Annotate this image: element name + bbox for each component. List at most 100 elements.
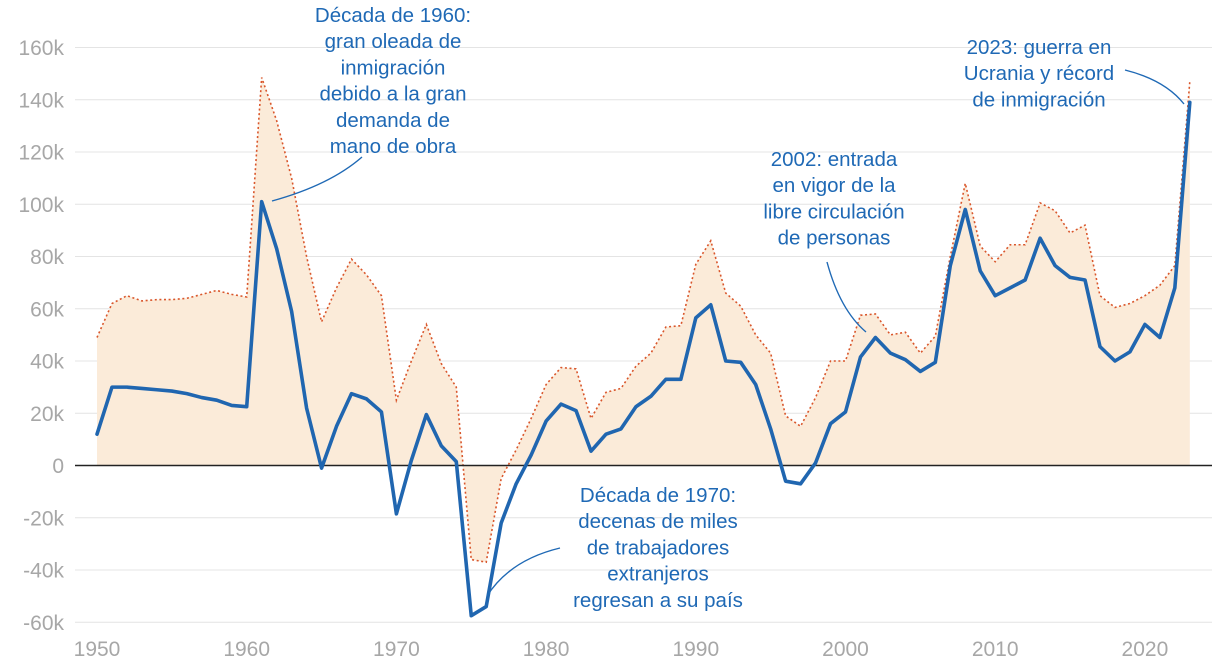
annotation-text-line: 2002: entrada bbox=[771, 148, 898, 171]
area-data-point bbox=[618, 385, 624, 391]
area-data-point bbox=[498, 476, 504, 482]
line-data-point bbox=[408, 457, 414, 463]
x-tick-label: 1980 bbox=[523, 638, 570, 661]
line-data-point bbox=[528, 452, 534, 458]
area-data-point bbox=[109, 301, 115, 307]
area-data-point bbox=[1022, 242, 1028, 248]
line-data-point bbox=[139, 385, 145, 391]
line-data-point bbox=[483, 604, 489, 610]
line-data-point bbox=[229, 402, 235, 408]
y-tick-label: 60k bbox=[30, 298, 64, 321]
annotation-text-line: demanda de bbox=[336, 109, 450, 132]
line-data-point bbox=[1172, 285, 1178, 291]
area-dotted-outline bbox=[96, 77, 1191, 564]
line-data-point bbox=[244, 404, 250, 410]
area-data-point bbox=[558, 365, 564, 371]
area-data-point bbox=[334, 285, 340, 291]
line-data-point bbox=[887, 350, 893, 356]
line-data-point bbox=[513, 481, 519, 487]
annotation-text-line: Ucrania y récord bbox=[964, 62, 1114, 85]
line-data-point bbox=[708, 302, 714, 308]
y-tick-label: 80k bbox=[30, 246, 64, 269]
line-data-point bbox=[109, 384, 115, 390]
line-data-point bbox=[154, 387, 160, 393]
line-data-point bbox=[962, 206, 968, 212]
area-data-point bbox=[573, 366, 579, 372]
line-data-point bbox=[1022, 277, 1028, 283]
x-tick-label: 1960 bbox=[223, 638, 270, 661]
line-data-point bbox=[738, 359, 744, 365]
x-tick-label: 2010 bbox=[972, 638, 1019, 661]
area-data-point bbox=[94, 334, 100, 340]
y-tick-label: 40k bbox=[30, 351, 64, 374]
line-data-point bbox=[977, 268, 983, 274]
area-data-point bbox=[184, 295, 190, 301]
line-data-point bbox=[334, 423, 340, 429]
area-data-point bbox=[259, 75, 265, 81]
area-data-point bbox=[663, 324, 669, 330]
area-data-point bbox=[408, 358, 414, 364]
area-data-point bbox=[1067, 230, 1073, 236]
line-data-point bbox=[274, 246, 280, 252]
annotation-text-line: decenas de miles bbox=[578, 510, 738, 533]
line-data-point bbox=[543, 418, 549, 424]
line-data-point bbox=[1187, 99, 1193, 105]
area-data-point bbox=[319, 319, 325, 325]
annotation-leader-line bbox=[486, 547, 561, 597]
area-data-point bbox=[1007, 242, 1013, 248]
line-data-point bbox=[753, 382, 759, 388]
area-data-point bbox=[154, 297, 160, 303]
area-data-point bbox=[483, 559, 489, 565]
area-data-point bbox=[648, 350, 654, 356]
line-data-point bbox=[423, 412, 429, 418]
y-tick-label: -40k bbox=[23, 560, 64, 583]
annotation-text-line: de personas bbox=[778, 227, 891, 250]
annotation-text-line: regresan a su país bbox=[573, 589, 743, 612]
area-data-point bbox=[902, 329, 908, 335]
annotation-text-line: de inmigración bbox=[972, 88, 1105, 111]
area-data-point bbox=[169, 297, 175, 303]
y-tick-label: 140k bbox=[18, 89, 64, 112]
annotation-text-line: libre circulación bbox=[763, 200, 904, 223]
y-tick-label: 20k bbox=[30, 403, 64, 426]
line-data-point bbox=[1142, 321, 1148, 327]
line-data-point bbox=[783, 478, 789, 484]
area-data-point bbox=[1172, 263, 1178, 269]
y-tick-label: 0 bbox=[52, 455, 64, 478]
line-data-point bbox=[947, 263, 953, 269]
line-data-point bbox=[124, 384, 130, 390]
area-data-point bbox=[1097, 293, 1103, 299]
area-data-point bbox=[139, 298, 145, 304]
main-series-line bbox=[95, 100, 1192, 618]
annotation-text-line: Década de 1960: bbox=[315, 4, 471, 27]
area-data-point bbox=[229, 291, 235, 297]
area-data-point bbox=[828, 358, 834, 364]
annotation-text-line: 2023: guerra en bbox=[967, 36, 1112, 59]
area-data-point bbox=[199, 291, 205, 297]
line-data-point bbox=[378, 409, 384, 415]
line-layer bbox=[95, 100, 1192, 618]
area-data-point bbox=[678, 323, 684, 329]
area-data-point bbox=[992, 259, 998, 265]
area-data-point bbox=[528, 415, 534, 421]
area-data-point bbox=[289, 175, 295, 181]
area-data-point bbox=[1112, 304, 1118, 310]
area-data-point bbox=[947, 254, 953, 260]
area-data-point bbox=[633, 363, 639, 369]
area-data-point bbox=[768, 350, 774, 356]
line-data-point bbox=[843, 409, 849, 415]
line-data-point bbox=[214, 397, 220, 403]
line-data-point bbox=[468, 613, 474, 619]
area-data-point bbox=[124, 293, 130, 299]
line-data-point bbox=[723, 358, 729, 364]
x-tick-label: 2000 bbox=[822, 638, 869, 661]
line-data-point bbox=[393, 511, 399, 517]
line-data-point bbox=[813, 460, 819, 466]
annotation-leader-line bbox=[826, 261, 867, 333]
line-data-point bbox=[992, 293, 998, 299]
line-data-point bbox=[663, 376, 669, 382]
area-data-point bbox=[423, 321, 429, 327]
x-tick-label: 1950 bbox=[74, 638, 121, 661]
line-data-point bbox=[1157, 334, 1163, 340]
